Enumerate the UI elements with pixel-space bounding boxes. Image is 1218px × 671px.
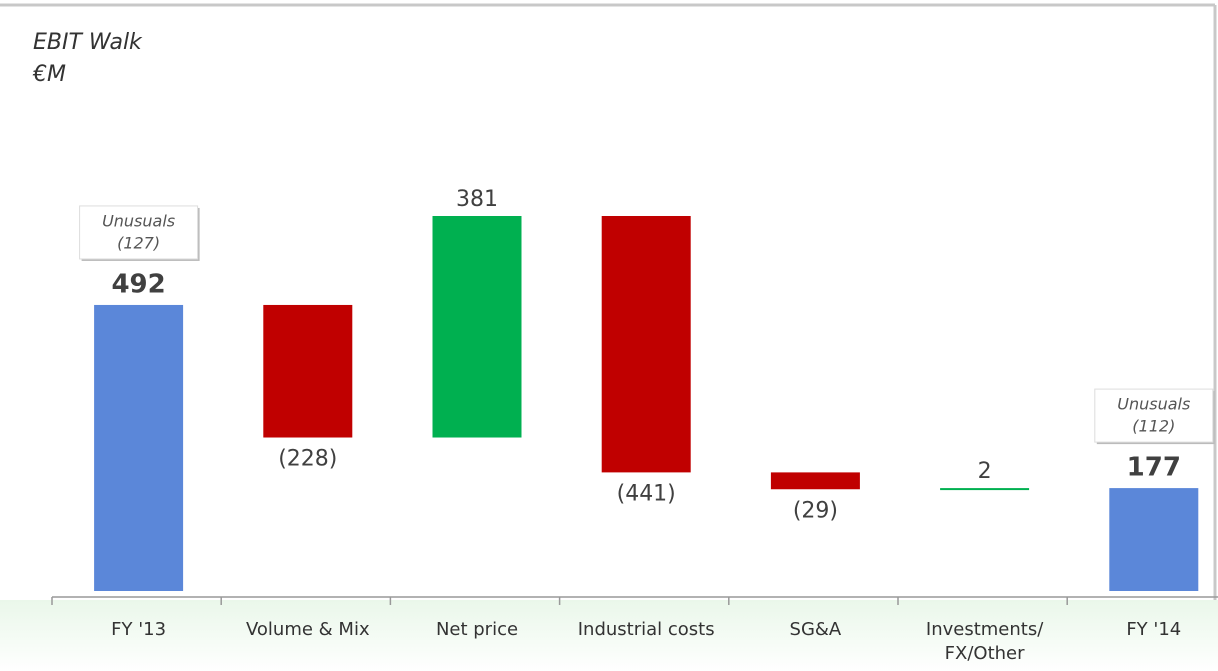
total-label: 177: [1127, 453, 1181, 483]
total-bar: [94, 304, 184, 591]
value-label: 381: [456, 187, 498, 212]
annotation-text: Unusuals: [102, 211, 175, 230]
chart-title: EBIT Walk: [33, 30, 143, 55]
chart-subtitle: €M: [32, 62, 66, 87]
total-label: 492: [111, 269, 165, 299]
x-tick-label: FY '13: [111, 619, 167, 640]
x-tick-label: Industrial costs: [577, 619, 715, 640]
total-bar: [1109, 488, 1199, 591]
annotation-box: [79, 205, 199, 260]
increase-bar: [432, 216, 522, 438]
annotation-value: (127): [117, 233, 160, 252]
decrease-bar: [263, 304, 353, 438]
annotation-text: Unusuals: [1117, 395, 1190, 414]
x-tick-label: SG&A: [789, 619, 842, 640]
x-tick-label: Volume & Mix: [245, 619, 370, 640]
value-label: 2: [978, 459, 992, 484]
x-tick-label: Investments/ FX/Other: [925, 619, 1044, 664]
decrease-bar: [770, 472, 860, 490]
value-label: (228): [278, 447, 337, 472]
value-label: (29): [793, 498, 838, 523]
value-label: (441): [617, 481, 676, 506]
x-tick-label: Net price: [435, 619, 519, 640]
increase-bar: [940, 488, 1030, 491]
annotation-box: [1094, 388, 1214, 443]
decrease-bar: [601, 216, 691, 473]
footer-band: [0, 600, 1218, 671]
annotation-value: (112): [1132, 417, 1175, 436]
x-tick-label: FY '14: [1126, 619, 1182, 640]
